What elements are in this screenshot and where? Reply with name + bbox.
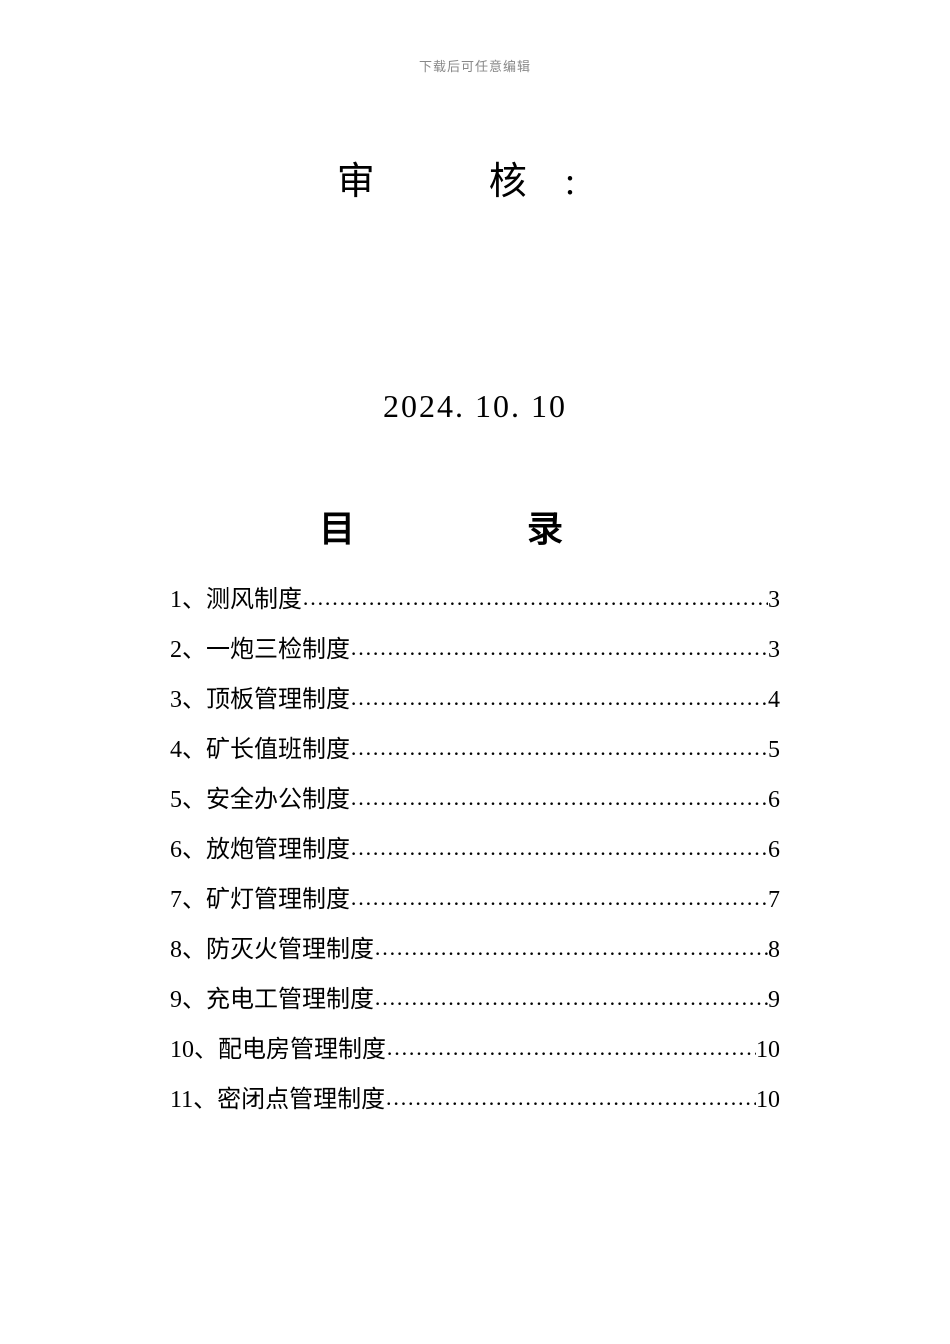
toc-item-page: 5 bbox=[768, 726, 780, 775]
toc-item-label: 测风制度 bbox=[206, 576, 302, 625]
toc-item-label: 放炮管理制度 bbox=[206, 826, 350, 875]
toc-item-label: 顶板管理制度 bbox=[206, 676, 350, 725]
toc-title: 目 录 bbox=[319, 509, 631, 549]
toc-item: 3、顶板管理制度……………………………………………………………………………………… bbox=[170, 675, 780, 725]
toc-item-num: 1、 bbox=[170, 576, 206, 625]
toc-item-page: 6 bbox=[768, 826, 780, 875]
toc-item-label: 防灭火管理制度 bbox=[206, 926, 374, 975]
toc-item-label: 矿灯管理制度 bbox=[206, 876, 350, 925]
toc-item-dots: ………………………………………………………………………………………………………… bbox=[302, 573, 768, 622]
date-text: 2024. 10. 10 bbox=[383, 388, 567, 424]
toc-item-page: 8 bbox=[768, 926, 780, 975]
toc-list: 1、测风制度…………………………………………………………………………………………… bbox=[170, 575, 780, 1125]
toc-item-dots: ………………………………………………………………………………………………………… bbox=[374, 973, 768, 1022]
toc-item: 8、防灭火管理制度…………………………………………………………………………………… bbox=[170, 925, 780, 975]
toc-item-num: 6、 bbox=[170, 826, 206, 875]
toc-item-page: 4 bbox=[768, 676, 780, 725]
toc-item: 1、测风制度…………………………………………………………………………………………… bbox=[170, 575, 780, 625]
toc-item: 10、配电房管理制度………………………………………………………………………………… bbox=[170, 1025, 780, 1075]
header-note-text: 下载后可任意编辑 bbox=[419, 59, 531, 74]
toc-title-section: 目 录 bbox=[0, 500, 950, 552]
toc-item-dots: ………………………………………………………………………………………………………… bbox=[374, 923, 768, 972]
toc-item-page: 7 bbox=[768, 876, 780, 925]
toc-item-num: 3、 bbox=[170, 676, 206, 725]
toc-item-num: 2、 bbox=[170, 626, 206, 675]
toc-item-dots: ………………………………………………………………………………………………………… bbox=[350, 623, 768, 672]
toc-item: 5、安全办公制度……………………………………………………………………………………… bbox=[170, 775, 780, 825]
toc-item-label: 配电房管理制度 bbox=[218, 1026, 386, 1075]
toc-item-dots: ………………………………………………………………………………………………………… bbox=[350, 773, 768, 822]
toc-item-dots: ………………………………………………………………………………………………………… bbox=[350, 823, 768, 872]
toc-item-page: 3 bbox=[768, 576, 780, 625]
toc-item-dots: ………………………………………………………………………………………………………… bbox=[350, 873, 768, 922]
toc-item-num: 8、 bbox=[170, 926, 206, 975]
review-label: 审 核: bbox=[337, 161, 614, 203]
review-section: 审 核: bbox=[0, 150, 950, 205]
toc-item-label: 安全办公制度 bbox=[206, 776, 350, 825]
toc-item-page: 9 bbox=[768, 976, 780, 1025]
toc-item-num: 9、 bbox=[170, 976, 206, 1025]
toc-item-num: 4、 bbox=[170, 726, 206, 775]
toc-item-label: 充电工管理制度 bbox=[206, 976, 374, 1025]
toc-item-num: 7、 bbox=[170, 876, 206, 925]
toc-item: 4、矿长值班制度……………………………………………………………………………………… bbox=[170, 725, 780, 775]
toc-item-dots: ………………………………………………………………………………………………………… bbox=[385, 1073, 756, 1122]
toc-item-page: 10 bbox=[756, 1076, 780, 1125]
toc-item-num: 10、 bbox=[170, 1026, 218, 1075]
toc-item: 6、放炮管理制度……………………………………………………………………………………… bbox=[170, 825, 780, 875]
toc-item: 7、矿灯管理制度……………………………………………………………………………………… bbox=[170, 875, 780, 925]
toc-item-page: 6 bbox=[768, 776, 780, 825]
toc-item-page: 3 bbox=[768, 626, 780, 675]
toc-item-label: 密闭点管理制度 bbox=[217, 1076, 385, 1125]
date-section: 2024. 10. 10 bbox=[0, 388, 950, 425]
toc-item: 11、密闭点管理制度………………………………………………………………………………… bbox=[170, 1075, 780, 1125]
toc-item-dots: ………………………………………………………………………………………………………… bbox=[350, 723, 768, 772]
header-note: 下载后可任意编辑 bbox=[0, 56, 950, 75]
toc-item-num: 5、 bbox=[170, 776, 206, 825]
toc-item-label: 矿长值班制度 bbox=[206, 726, 350, 775]
toc-item-page: 10 bbox=[756, 1026, 780, 1075]
toc-item-label: 一炮三检制度 bbox=[206, 626, 350, 675]
toc-item: 2、一炮三检制度……………………………………………………………………………………… bbox=[170, 625, 780, 675]
toc-item-num: 11、 bbox=[170, 1076, 217, 1125]
toc-item-dots: ………………………………………………………………………………………………………… bbox=[386, 1023, 756, 1072]
toc-item: 9、充电工管理制度…………………………………………………………………………………… bbox=[170, 975, 780, 1025]
toc-item-dots: ………………………………………………………………………………………………………… bbox=[350, 673, 768, 722]
